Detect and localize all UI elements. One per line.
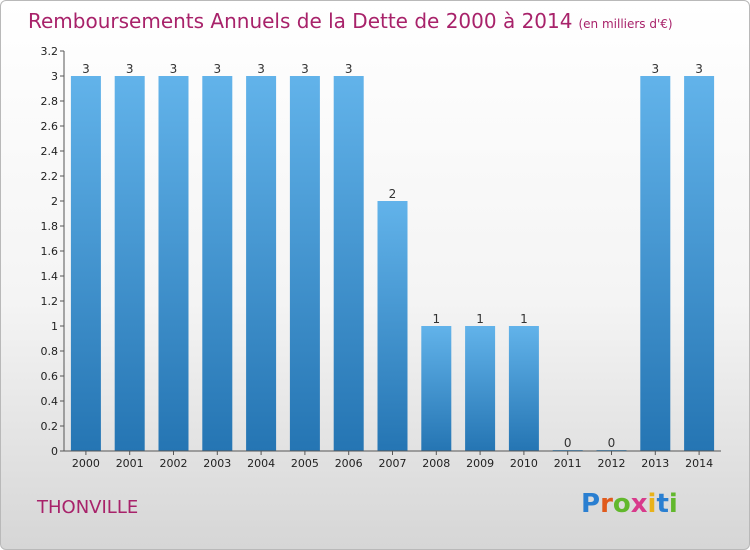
y-tick-label: 0.4 — [41, 395, 59, 408]
x-tick-label: 2001 — [116, 457, 144, 470]
bar — [202, 76, 233, 451]
proxiti-logo: Proxiti — [581, 489, 678, 519]
y-tick-label: 1.4 — [41, 270, 59, 283]
x-tick-label: 2013 — [641, 457, 669, 470]
y-tick-label: 0.6 — [41, 370, 59, 383]
chart-title-unit: (en milliers d'€) — [578, 17, 673, 31]
chart-title: Remboursements Annuels de la Dette de 20… — [28, 9, 673, 33]
bar — [333, 76, 364, 451]
x-tick-label: 2000 — [72, 457, 100, 470]
x-tick-label: 2002 — [160, 457, 188, 470]
data-label: 3 — [170, 62, 178, 76]
y-tick-label: 0.8 — [41, 345, 59, 358]
data-label: 3 — [82, 62, 90, 76]
logo-letter: t — [656, 489, 669, 519]
y-tick-label: 2 — [51, 195, 58, 208]
commune-name: THONVILLE — [37, 497, 139, 518]
y-tick-label: 2.6 — [41, 120, 59, 133]
y-tick-label: 3.2 — [41, 45, 59, 58]
y-tick-label: 3 — [51, 70, 58, 83]
y-tick-label: 1.6 — [41, 245, 59, 258]
logo-letter: i — [668, 489, 678, 519]
x-tick-label: 2008 — [422, 457, 450, 470]
logo-letter: P — [581, 489, 601, 519]
y-tick-label: 0.2 — [41, 420, 59, 433]
bar — [684, 76, 715, 451]
x-tick-label: 2007 — [379, 457, 407, 470]
chart-title-main: Remboursements Annuels de la Dette de 20… — [28, 9, 573, 33]
data-label: 0 — [608, 436, 616, 450]
data-label: 1 — [520, 312, 528, 326]
data-label: 1 — [432, 312, 440, 326]
y-tick-label: 1 — [51, 320, 58, 333]
y-tick-label: 0 — [51, 445, 58, 458]
bar — [421, 326, 452, 451]
x-tick-label: 2004 — [247, 457, 275, 470]
x-tick-label: 2006 — [335, 457, 363, 470]
y-tick-label: 2.2 — [41, 170, 59, 183]
y-tick-label: 2.4 — [41, 145, 59, 158]
x-tick-label: 2003 — [203, 457, 231, 470]
bar — [158, 76, 189, 451]
x-tick-label: 2009 — [466, 457, 494, 470]
x-tick-label: 2012 — [598, 457, 626, 470]
x-tick-label: 2014 — [685, 457, 713, 470]
y-tick-label: 1.2 — [41, 295, 59, 308]
logo-letter: o — [612, 489, 631, 519]
bar — [640, 76, 671, 451]
data-label: 3 — [213, 62, 221, 76]
logo-letter: r — [600, 489, 613, 519]
data-label: 3 — [345, 62, 353, 76]
y-tick-label: 1.8 — [41, 220, 59, 233]
data-label: 3 — [651, 62, 659, 76]
bar — [465, 326, 496, 451]
data-label: 3 — [126, 62, 134, 76]
y-tick-label: 2.8 — [41, 95, 59, 108]
data-label: 3 — [301, 62, 309, 76]
x-tick-label: 2005 — [291, 457, 319, 470]
data-label: 3 — [695, 62, 703, 76]
bar — [377, 201, 408, 451]
bar — [70, 76, 101, 451]
bar — [246, 76, 277, 451]
data-label: 3 — [257, 62, 265, 76]
logo-letter: i — [647, 489, 657, 519]
data-label: 0 — [564, 436, 572, 450]
data-label: 2 — [389, 187, 397, 201]
bar — [114, 76, 145, 451]
x-tick-label: 2010 — [510, 457, 538, 470]
bar — [289, 76, 320, 451]
data-label: 1 — [476, 312, 484, 326]
x-tick-label: 2011 — [554, 457, 582, 470]
bar — [508, 326, 539, 451]
logo-letter: x — [630, 489, 648, 519]
